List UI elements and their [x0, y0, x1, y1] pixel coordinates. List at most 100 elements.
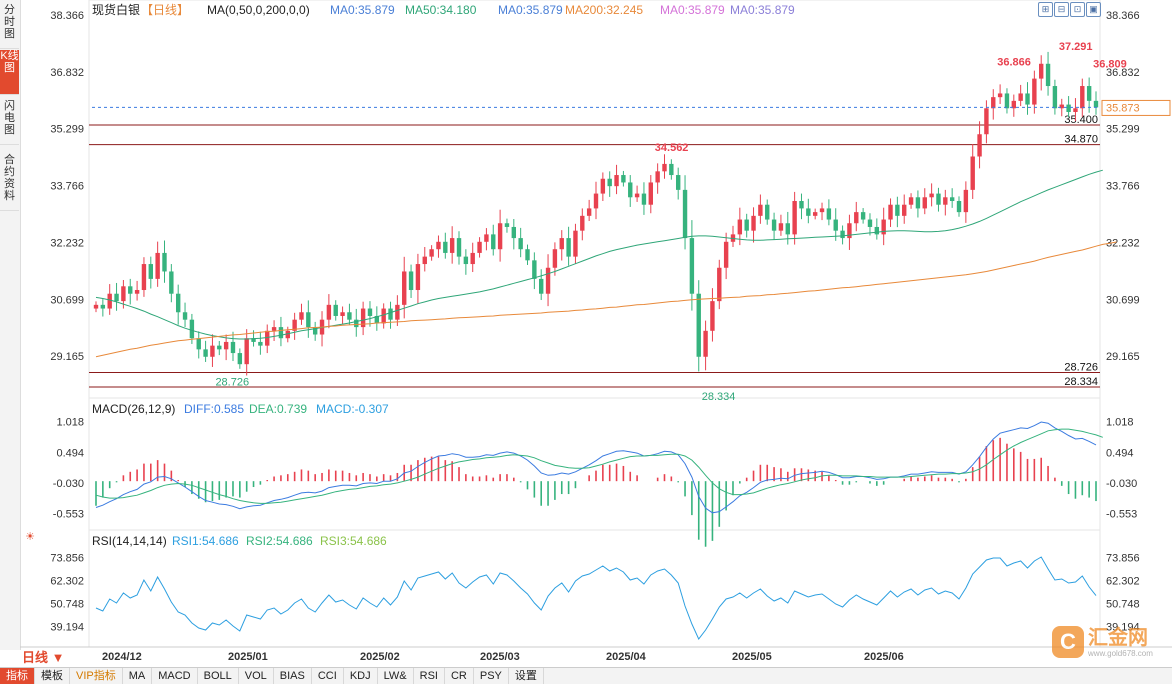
candle — [449, 238, 455, 253]
candle — [648, 182, 653, 205]
candle — [114, 293, 119, 302]
candle — [860, 212, 866, 220]
candle — [696, 293, 701, 357]
side-tab-kline[interactable]: K线图 — [0, 50, 19, 95]
symbol-name: 现货白银 — [92, 2, 140, 17]
candle — [819, 208, 825, 213]
candle — [484, 234, 489, 242]
candle — [333, 304, 338, 316]
indicator-tab[interactable]: 指标 — [0, 668, 35, 684]
candle — [634, 193, 640, 198]
candle — [196, 338, 201, 350]
macd-panel — [88, 397, 1101, 531]
price-axis-right-label: 30.699 — [1106, 294, 1140, 306]
cr-tab[interactable]: CR — [445, 668, 474, 684]
candle — [922, 197, 927, 209]
horizontal-line-label: 28.334 — [1064, 376, 1098, 388]
side-tab-contract-info[interactable]: 合约资料 — [0, 154, 19, 211]
rsi-axis-right-label: 50.748 — [1106, 599, 1140, 611]
low-annotation: 28.334 — [702, 391, 736, 403]
lwr-tab[interactable]: LW& — [378, 668, 414, 684]
ma-tab[interactable]: MA — [123, 668, 153, 684]
candle — [669, 163, 674, 176]
candle — [100, 304, 106, 309]
zoom-out-icon[interactable]: ⊟ — [1054, 2, 1069, 17]
kline-chart[interactable]: 38.366 38.366 36.832 36.832 35.299 35.299 33.7… — [0, 0, 1172, 667]
price-axis-left-label: 32.232 — [50, 237, 84, 249]
vip-indicator-tab[interactable]: VIP指标 — [70, 668, 123, 684]
price-axis-left-label: 33.766 — [50, 181, 84, 193]
candle — [395, 304, 400, 320]
candle — [943, 197, 948, 205]
candle — [778, 223, 784, 231]
date-label: 2025/06 — [864, 651, 904, 663]
candle — [1032, 78, 1037, 105]
ma-legend-item: MA0:35.879 — [660, 3, 725, 17]
vol-tab[interactable]: VOL — [239, 668, 274, 684]
macd-dea-value: DEA:0.739 — [249, 402, 307, 416]
side-tab-timeshare[interactable]: 分时图 — [0, 4, 19, 49]
candle — [936, 193, 941, 205]
boll-tab[interactable]: BOLL — [198, 668, 239, 684]
candle — [812, 212, 818, 216]
candle — [593, 193, 599, 209]
price-axis-left-label: 36.832 — [50, 67, 84, 79]
candle — [552, 249, 558, 268]
fullscreen-icon[interactable]: ▣ — [1086, 2, 1101, 17]
rsi3-value: RSI3:54.686 — [320, 534, 387, 548]
rsi-settings-icon: ☀ — [25, 531, 35, 543]
cci-tab[interactable]: CCI — [312, 668, 344, 684]
macd-tab[interactable]: MACD — [152, 668, 198, 684]
rsi-axis-left-label: 39.194 — [50, 622, 84, 634]
side-tab-flash[interactable]: 闪电图 — [0, 100, 19, 145]
candle — [511, 226, 517, 239]
rsi-axis-right-label: 62.302 — [1106, 575, 1140, 587]
candle — [867, 219, 873, 227]
layout-icon[interactable]: ⊡ — [1070, 2, 1085, 17]
candle — [354, 319, 359, 328]
rsi1-value: RSI1:54.686 — [172, 534, 239, 548]
candle — [895, 204, 900, 216]
indicator-toolbar: 指标 模板 VIP指标 MA MACD BOLL VOL BIAS CCI KD… — [0, 667, 1172, 684]
candle — [518, 238, 523, 250]
candle — [628, 182, 633, 198]
bias-tab[interactable]: BIAS — [274, 668, 312, 684]
price-axis-right-label: 29.165 — [1106, 351, 1140, 363]
candle — [374, 315, 380, 324]
ma50-line — [95, 169, 1103, 340]
candle — [107, 293, 112, 309]
template-tab[interactable]: 模板 — [35, 668, 70, 684]
candle — [847, 223, 852, 239]
settings-tab[interactable]: 设置 — [509, 668, 544, 684]
logo-name: 汇金网 — [1088, 626, 1148, 649]
rsi-tab[interactable]: RSI — [414, 668, 445, 684]
candle — [758, 204, 763, 216]
price-axis-left-label: 35.299 — [50, 124, 84, 136]
candle — [621, 175, 626, 183]
candle — [929, 193, 934, 198]
candle — [854, 212, 859, 224]
candle — [997, 93, 1003, 98]
candle — [292, 319, 297, 331]
date-label: 2025/02 — [360, 651, 400, 663]
rsi-axis-left-label: 73.856 — [50, 552, 84, 564]
kdj-tab[interactable]: KDJ — [344, 668, 378, 684]
logo-mark: C — [1052, 626, 1084, 658]
candle — [915, 197, 921, 209]
candle — [765, 204, 770, 220]
candle — [682, 189, 688, 239]
side-tabs: 分时图 K线图 闪电图 合约资料 — [0, 0, 21, 650]
macd-axis-right-label: -0.030 — [1106, 478, 1137, 490]
candle — [949, 197, 955, 201]
price-axis-left-label: 38.366 — [50, 10, 84, 22]
candle — [874, 226, 880, 235]
crosshair-icon[interactable]: ⊞ — [1038, 2, 1053, 17]
psy-tab[interactable]: PSY — [474, 668, 509, 684]
candle — [271, 327, 277, 331]
candle — [1025, 93, 1030, 105]
candle — [717, 267, 722, 302]
macd-axis-right-label: 0.494 — [1106, 447, 1134, 459]
period-selector[interactable]: 日线 ▼ — [22, 650, 65, 665]
ma-legend-item: MA0:35.879 — [330, 3, 395, 17]
candle — [826, 208, 832, 220]
